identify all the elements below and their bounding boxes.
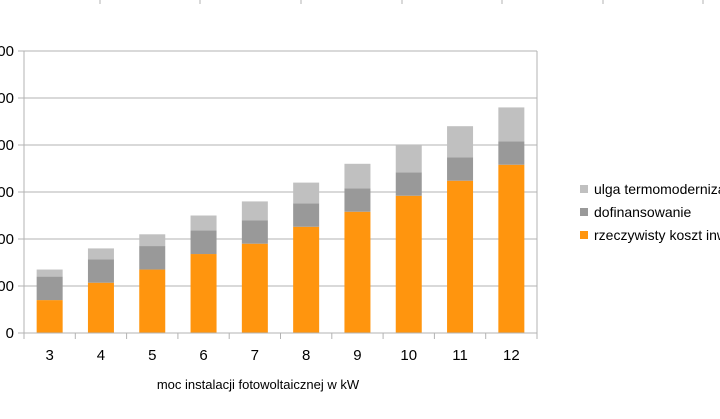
y-tick-label-5: 000 [0, 90, 14, 107]
x-tick-labels: 3 4 5 6 7 8 9 10 11 12 [45, 347, 519, 364]
x-tick-label-7: 7 [251, 347, 259, 364]
bar-6-series-1 [190, 230, 217, 255]
y-tick-label-4: 000 [0, 137, 14, 154]
legend-item-dofinansowanie: dofinansowanie [580, 200, 720, 223]
bar-9-series-2 [344, 163, 371, 189]
bar-8-series-2 [293, 182, 320, 204]
legend-label-koszt: rzeczywisty koszt inwestycji [594, 226, 720, 243]
bar-10-series-1 [395, 172, 422, 196]
bar-11-series-1 [447, 157, 474, 181]
legend-item-koszt: rzeczywisty koszt inwestycji [580, 223, 720, 246]
legend-swatch-ulga [580, 184, 588, 193]
y-tick-label-1: 000 [0, 278, 14, 295]
bar-3-series-0 [36, 300, 63, 333]
bar-7-series-1 [241, 220, 268, 244]
y-tick-label-3: 000 [0, 184, 14, 201]
x-tick-marks [23, 333, 538, 339]
x-tick-label-6: 6 [199, 347, 207, 364]
bar-3-series-2 [36, 269, 63, 277]
bar-8-series-1 [293, 203, 320, 227]
bar-4-series-0 [87, 282, 114, 333]
x-tick-label-9: 9 [353, 347, 361, 364]
top-tick-marks [99, 0, 704, 4]
x-tick-label-11: 11 [452, 347, 468, 364]
bar-6-series-2 [190, 215, 217, 231]
bar-4-series-1 [87, 259, 114, 283]
bar-4-series-2 [87, 248, 114, 260]
legend-item-ulga: ulga termomodernizacyjna [580, 177, 720, 200]
bar-5-series-2 [139, 234, 166, 247]
legend-label-dofinansowanie: dofinansowanie [594, 203, 692, 220]
y-tick-labels: 0000000000000000000 [0, 43, 14, 342]
legend-swatch-koszt [580, 230, 588, 239]
bar-12-series-1 [498, 141, 525, 165]
bar-7-series-0 [241, 243, 268, 333]
legend: ulga termomodernizacyjna dofinansowanie … [580, 177, 720, 246]
bar-8-series-0 [293, 226, 320, 333]
bars [36, 107, 525, 333]
legend-label-ulga: ulga termomodernizacyjna [594, 180, 720, 197]
bar-10-series-2 [395, 145, 422, 173]
bar-9-series-0 [344, 211, 371, 333]
bar-5-series-0 [139, 269, 166, 333]
x-tick-label-10: 10 [400, 347, 417, 364]
y-tick-label-0: 0 [6, 325, 14, 342]
x-tick-label-12: 12 [503, 347, 520, 364]
bar-9-series-1 [344, 188, 371, 212]
x-tick-label-4: 4 [97, 347, 105, 364]
bar-12-series-0 [498, 164, 525, 333]
bar-7-series-2 [241, 201, 268, 221]
bar-11-series-2 [447, 126, 474, 158]
bar-11-series-0 [447, 180, 474, 333]
y-tick-label-2: 000 [0, 231, 14, 248]
x-axis-title: moc instalacji fotowoltaicznej w kW [157, 377, 360, 392]
bar-3-series-1 [36, 276, 63, 301]
bar-6-series-0 [190, 254, 217, 333]
bar-10-series-0 [395, 195, 422, 333]
x-tick-label-3: 3 [45, 347, 53, 364]
bar-5-series-1 [139, 246, 166, 270]
bar-12-series-2 [498, 107, 525, 142]
x-tick-label-5: 5 [148, 347, 156, 364]
y-tick-label-6: 000 [0, 43, 14, 60]
legend-swatch-dofinansowanie [580, 207, 588, 216]
x-tick-label-8: 8 [302, 347, 310, 364]
